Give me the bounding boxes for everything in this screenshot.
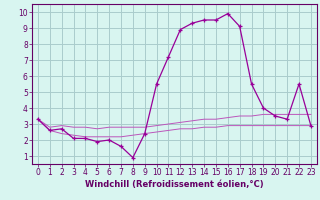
X-axis label: Windchill (Refroidissement éolien,°C): Windchill (Refroidissement éolien,°C) [85, 180, 264, 189]
